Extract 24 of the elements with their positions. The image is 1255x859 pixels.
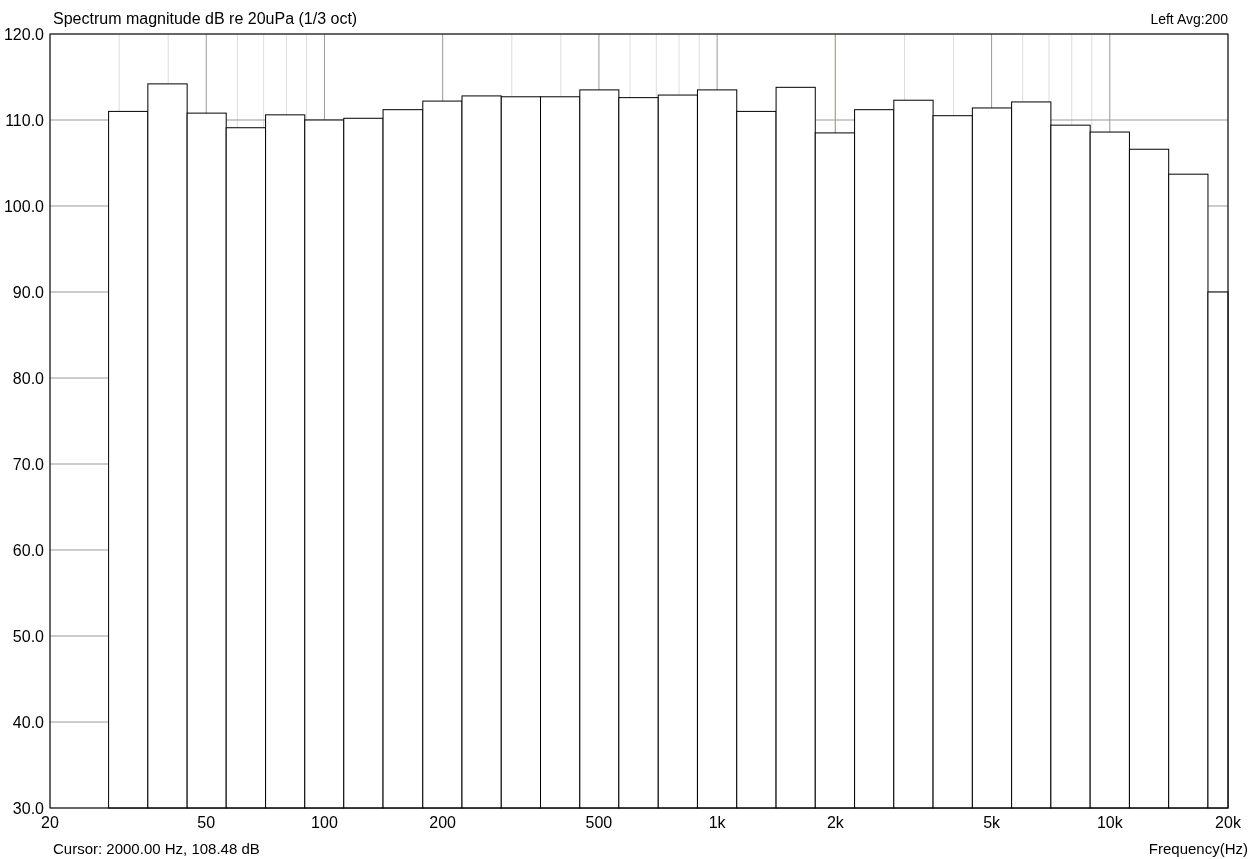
y-tick-label: 60.0: [12, 541, 45, 559]
y-tick-label: 30.0: [12, 799, 45, 817]
x-tick-label: 50: [197, 814, 216, 831]
y-tick-label: 80.0: [12, 369, 45, 387]
y-tick-label: 90.0: [12, 283, 45, 301]
y-tick-label: 100.0: [3, 197, 45, 215]
text: Cursor: 2000.00 Hz, 108.48 dB: [53, 840, 260, 857]
y-tick-label: 120.0: [3, 25, 45, 43]
y-tick-label: 70.0: [12, 455, 45, 473]
y-tick-label: 110.0: [5, 111, 45, 129]
x-tick-label: 10k: [1096, 814, 1124, 831]
x-tick-label: 1k: [708, 814, 727, 831]
y-tick-label: 40.0: [12, 713, 45, 731]
x-tick-label: 500: [585, 814, 613, 831]
x-tick-label: 200: [429, 814, 457, 831]
x-tick-label: 20: [41, 814, 59, 831]
x-axis-title: Frequency(Hz): [1148, 840, 1248, 857]
x-tick-label: 2k: [826, 814, 845, 831]
x-tick-label: 5k: [983, 814, 1002, 831]
y-tick-label: 50.0: [12, 627, 45, 645]
x-tick-label: 100: [311, 814, 338, 831]
chart-title: Spectrum magnitude dB re 20uPa (1/3 oct): [53, 10, 358, 27]
x-tick-label: 20k: [1215, 814, 1242, 831]
text: Left Avg:200: [1150, 11, 1229, 27]
